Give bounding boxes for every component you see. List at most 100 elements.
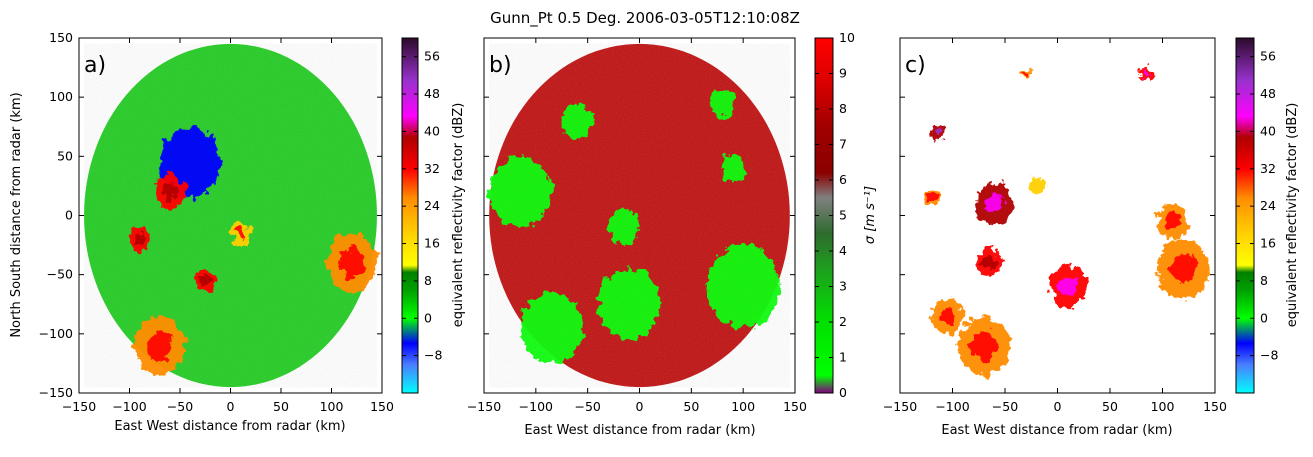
echo-cell-core — [970, 330, 998, 361]
colorbar-tick-label: 8 — [1260, 273, 1268, 288]
echo-cell — [1028, 176, 1045, 196]
x-tick-label: −100 — [112, 399, 146, 414]
echo-cell-core — [1058, 275, 1078, 298]
x-tick-label: 100 — [320, 399, 344, 414]
y-tick-label: −50 — [47, 267, 73, 282]
echo-cell-core — [339, 248, 365, 278]
panel-c-x-ticks: −150 −100 −50 0 50 100 150 — [883, 38, 1227, 414]
x-tick-label: −150 — [62, 399, 96, 414]
y-tick-label: −100 — [39, 326, 73, 341]
y-tick-label: −150 — [39, 385, 73, 400]
colorbar-tick-label: 0 — [424, 310, 432, 325]
colorbar-tick-label: 40 — [1260, 123, 1276, 138]
panel-a-y-ticks: −150 −100 −50 0 50 100 150 — [39, 30, 382, 400]
x-tick-label: −150 — [883, 399, 917, 414]
x-tick-label: 100 — [1151, 399, 1175, 414]
panel-b-x-ticks: −150 −100 −50 0 50 100 150 — [467, 38, 807, 414]
panel-c-label: c) — [905, 53, 926, 78]
colorbar-tick-label: 10 — [839, 30, 855, 45]
panel-a-reflectivity: −150 −100 −50 0 50 100 150 −150 −100 −50 0 50 100 15… — [9, 30, 466, 434]
echo-cell-core — [1023, 71, 1029, 76]
colorbar-tick-label: 24 — [424, 198, 440, 213]
echo-cell-core — [162, 182, 178, 201]
colorbar-tick-label: 1 — [839, 350, 847, 365]
panel-a-x-ticks: −150 −100 −50 0 50 100 150 — [62, 38, 394, 414]
echo-cell-core — [982, 255, 996, 270]
panel-a-y-axis-label: North South distance from radar (km) — [9, 92, 24, 337]
colorbar-tick-label: 0 — [1260, 310, 1268, 325]
echo-cell-core — [927, 193, 936, 202]
echo-cell-core — [1144, 70, 1150, 77]
y-tick-label: 50 — [57, 148, 73, 163]
echo-cell-core — [939, 307, 956, 325]
colorbar-tick-label: 16 — [424, 236, 440, 251]
echo-cell-core — [235, 227, 246, 240]
colorbar-tick-label: 2 — [839, 314, 847, 329]
echo-cell-core — [985, 193, 1004, 215]
panel-b-spectrum-width: −150 −100 −50 0 50 100 150 b) East West distan… — [467, 30, 878, 438]
echo-cell-core — [147, 330, 173, 361]
echo-cell-core — [134, 233, 145, 246]
colorbar-tick-label: 24 — [1260, 198, 1276, 213]
colorbar-tick-label: 3 — [839, 279, 847, 294]
x-tick-label: 0 — [1054, 399, 1062, 414]
colorbar-tick-label: 32 — [424, 161, 440, 176]
x-tick-label: 0 — [227, 399, 235, 414]
echo-cell-core — [1170, 253, 1197, 284]
x-tick-label: −50 — [167, 399, 193, 414]
panel-a-echo-cells — [129, 126, 377, 376]
colorbar-tick-label: 48 — [424, 86, 440, 101]
echo-cell-core — [933, 128, 941, 137]
colorbar-tick-label: 16 — [1260, 236, 1276, 251]
panel-a-colorbar — [401, 37, 419, 394]
x-tick-label: 100 — [731, 399, 755, 414]
y-tick-label: 0 — [65, 208, 73, 223]
x-tick-label: 150 — [370, 399, 394, 414]
x-tick-label: −100 — [519, 399, 553, 414]
colorbar-tick-label: 9 — [839, 66, 847, 81]
colorbar-tick-label: 5 — [839, 208, 847, 223]
colorbar-tick-label: −8 — [424, 348, 442, 363]
panel-a-colorbar-ticks: −8 0 8 16 24 32 40 48 56 — [402, 49, 442, 363]
panel-c-colorbar-label: equivalent reflectivity factor (dBZ) — [1285, 103, 1300, 328]
colorbar-tick-label: 48 — [1260, 86, 1276, 101]
panel-a-label: a) — [84, 53, 106, 78]
panel-b-disc-texture — [489, 43, 790, 388]
colorbar-tick-label: 40 — [424, 123, 440, 138]
x-tick-label: 150 — [783, 399, 807, 414]
panel-c-y-ticks — [900, 37, 1215, 394]
colorbar-tick-label: 4 — [839, 243, 847, 258]
x-tick-label: −50 — [992, 399, 1018, 414]
panel-b-y-ticks — [484, 37, 795, 394]
panel-a-colorbar-label: equivalent reflectivity factor (dBZ) — [451, 103, 466, 328]
colorbar-tick-label: 7 — [839, 137, 847, 152]
x-tick-label: −100 — [935, 399, 969, 414]
colorbar-tick-label: 32 — [1260, 161, 1276, 176]
y-tick-label: 150 — [49, 30, 73, 45]
panel-b-label: b) — [489, 53, 512, 78]
panel-c-colorbar — [1235, 37, 1255, 394]
panel-b-colorbar-ticks: 0 1 2 3 4 5 6 7 8 9 10 — [815, 30, 855, 400]
panel-c-filtered-reflectivity: −150 −100 −50 0 50 100 150 c) East West distan… — [883, 37, 1300, 438]
colorbar-tick-label: 8 — [424, 273, 432, 288]
panel-c-colorbar-ticks: −8 0 8 16 24 32 40 48 56 — [1236, 49, 1278, 363]
colorbar-tick-label: 6 — [839, 172, 847, 187]
x-tick-label: −50 — [574, 399, 600, 414]
y-tick-label: 100 — [49, 89, 73, 104]
panel-a-disc-texture — [84, 43, 377, 388]
colorbar-tick-label: 56 — [424, 49, 440, 64]
echo-cell-core — [1165, 212, 1181, 231]
x-tick-label: 50 — [273, 399, 289, 414]
panel-c-x-axis-label: East West distance from radar (km) — [941, 423, 1172, 438]
panel-c-echo-cells — [924, 67, 1210, 376]
figure-title: Gunn_Pt 0.5 Deg. 2006-03-05T12:10:08Z — [490, 9, 800, 28]
panel-b-x-axis-label: East West distance from radar (km) — [524, 423, 755, 438]
x-tick-label: 0 — [636, 399, 644, 414]
colorbar-tick-label: −8 — [1260, 348, 1278, 363]
echo-cell-core — [200, 274, 211, 287]
x-tick-label: 50 — [1102, 399, 1118, 414]
panel-a-x-axis-label: East West distance from radar (km) — [114, 419, 345, 434]
colorbar-tick-label: 56 — [1260, 49, 1276, 64]
x-tick-label: 150 — [1203, 399, 1227, 414]
